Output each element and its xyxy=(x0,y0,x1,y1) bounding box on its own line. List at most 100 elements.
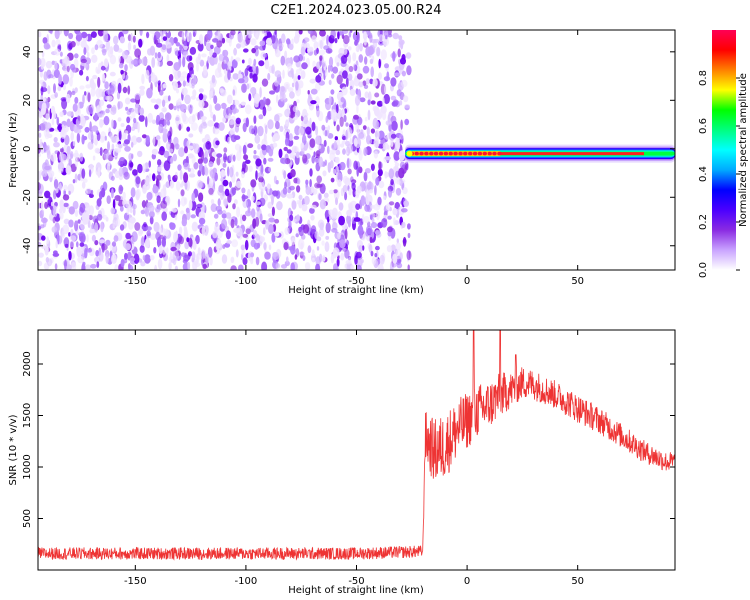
heatmap-cell xyxy=(210,111,214,119)
heatmap-cell xyxy=(202,263,207,269)
heatmap-cell xyxy=(311,257,315,262)
snr-x-ticks: -150 -100 -50 0 50 xyxy=(124,330,584,587)
heatmap-cell xyxy=(388,123,392,132)
heatmap-cell xyxy=(279,85,286,96)
heatmap-cell xyxy=(248,165,253,172)
heatmap-cell xyxy=(238,145,242,154)
heatmap-cell xyxy=(301,204,308,212)
heatmap-cell xyxy=(368,189,374,194)
heatmap-cell xyxy=(268,148,274,157)
heatmap-cell xyxy=(87,219,91,229)
heatmap-cell xyxy=(261,78,269,87)
heatmap-cell xyxy=(390,95,397,101)
heatmap-cell xyxy=(280,264,288,269)
heatmap-panel: -150 -100 -50 0 50 -40 -20 0 20 40 Height of str… xyxy=(8,29,676,296)
heatmap-cell xyxy=(324,241,330,252)
heatmap-cell xyxy=(150,98,157,104)
signal-peak-dot xyxy=(497,151,502,156)
heatmap-cell xyxy=(119,36,126,44)
heatmap-cell xyxy=(262,96,267,104)
heatmap-cell xyxy=(205,253,210,264)
heatmap-cell xyxy=(168,74,174,82)
heatmap-cell xyxy=(333,189,338,194)
heatmap-cell xyxy=(163,160,171,172)
heatmap-cell xyxy=(400,57,406,65)
heatmap-cell xyxy=(57,184,63,191)
heatmap-cell xyxy=(41,209,45,215)
heatmap-cell xyxy=(316,107,320,118)
heatmap-cell xyxy=(182,51,189,56)
heatmap-cell xyxy=(374,130,378,138)
heatmap-cell xyxy=(63,55,70,65)
heatmap-cell xyxy=(132,35,136,43)
y-tick-label: 40 xyxy=(22,45,33,58)
heatmap-cell xyxy=(256,204,260,212)
heatmap-cell xyxy=(298,126,305,136)
heatmap-cell xyxy=(98,251,104,262)
heatmap-cell xyxy=(318,227,325,237)
x-tick-label: 50 xyxy=(571,576,584,587)
heatmap-cell xyxy=(160,200,168,209)
heatmap-x-axis-label: Height of straight line (km) xyxy=(288,285,424,296)
heatmap-cell xyxy=(402,95,409,103)
heatmap-cell xyxy=(125,232,131,240)
heatmap-cell xyxy=(168,103,174,110)
heatmap-cell xyxy=(399,161,406,170)
heatmap-cell xyxy=(209,50,214,56)
heatmap-cell xyxy=(306,45,311,54)
heatmap-cell xyxy=(283,170,287,180)
heatmap-cell xyxy=(336,103,339,114)
heatmap-cell xyxy=(141,236,145,247)
heatmap-cell xyxy=(230,30,236,36)
heatmap-cell xyxy=(251,195,255,202)
heatmap-cell xyxy=(51,39,56,48)
heatmap-cell xyxy=(289,185,295,191)
heatmap-cell xyxy=(258,60,265,67)
heatmap-cell xyxy=(233,47,238,56)
heatmap-cell xyxy=(109,46,114,55)
heatmap-cell xyxy=(169,222,176,230)
heatmap-cell xyxy=(46,258,53,267)
heatmap-cell xyxy=(45,60,53,69)
heatmap-cell xyxy=(267,119,274,130)
heatmap-cell xyxy=(370,204,375,209)
heatmap-cell xyxy=(342,30,349,35)
heatmap-cell xyxy=(298,194,303,200)
heatmap-cell xyxy=(398,167,405,179)
heatmap-cell xyxy=(158,227,163,235)
heatmap-cell xyxy=(356,31,360,43)
heatmap-cell xyxy=(360,195,366,206)
heatmap-cell xyxy=(259,40,266,46)
heatmap-cell xyxy=(304,195,310,205)
signal-peak-dot xyxy=(487,151,492,156)
heatmap-cell xyxy=(216,40,223,48)
heatmap-cell xyxy=(124,97,131,105)
heatmap-cell xyxy=(236,43,241,49)
heatmap-cell xyxy=(156,195,161,204)
heatmap-cell xyxy=(321,124,326,131)
heatmap-cell xyxy=(144,207,150,217)
heatmap-cell xyxy=(149,216,154,225)
heatmap-cell xyxy=(241,214,247,222)
heatmap-cell xyxy=(336,74,343,85)
heatmap-cell xyxy=(97,30,104,37)
heatmap-cell xyxy=(196,62,199,72)
heatmap-cell xyxy=(71,90,76,96)
heatmap-cell xyxy=(53,205,57,211)
heatmap-cell xyxy=(366,181,374,192)
heatmap-cell xyxy=(94,240,99,246)
heatmap-cell xyxy=(400,40,404,50)
heatmap-cell xyxy=(222,63,228,69)
heatmap-cell xyxy=(154,104,159,110)
heatmap-cell xyxy=(151,153,156,160)
heatmap-cell xyxy=(318,156,324,168)
heatmap-cell xyxy=(118,144,123,149)
heatmap-cell xyxy=(363,171,368,182)
heatmap-cell xyxy=(135,176,141,185)
heatmap-cell xyxy=(370,163,375,171)
heatmap-cell xyxy=(333,140,338,149)
heatmap-cell xyxy=(84,91,87,96)
heatmap-cell xyxy=(206,39,212,51)
heatmap-cell xyxy=(291,145,298,153)
heatmap-cell xyxy=(374,230,381,236)
